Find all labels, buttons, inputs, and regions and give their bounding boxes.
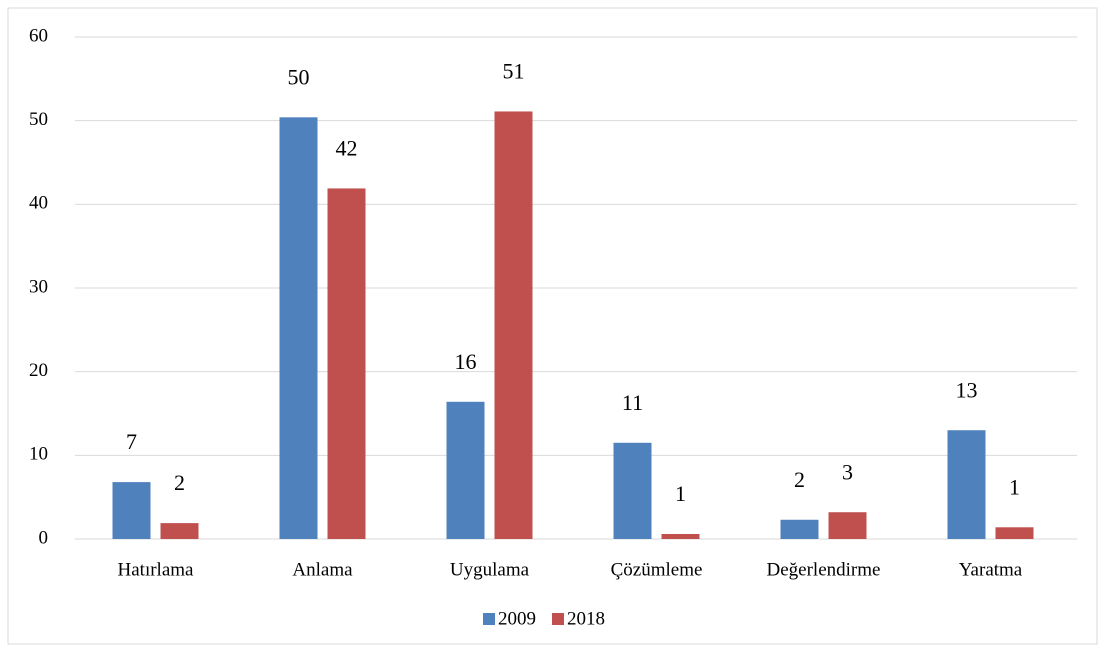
bar bbox=[613, 442, 652, 539]
bar bbox=[780, 519, 819, 539]
data-label: 1 bbox=[675, 481, 686, 506]
y-tick-label: 50 bbox=[29, 109, 48, 130]
x-tick-label: Anlama bbox=[292, 559, 353, 580]
bar bbox=[160, 523, 199, 539]
data-label: 2 bbox=[174, 470, 185, 495]
data-label: 13 bbox=[956, 377, 978, 402]
y-tick-label: 20 bbox=[29, 360, 48, 381]
legend-swatch bbox=[483, 613, 495, 625]
y-tick-label: 10 bbox=[29, 444, 48, 465]
legend-label: 2009 bbox=[498, 608, 536, 629]
data-label: 51 bbox=[503, 59, 525, 84]
y-tick-label: 40 bbox=[29, 193, 48, 214]
data-label: 2 bbox=[794, 467, 805, 492]
bar bbox=[327, 188, 366, 540]
bar bbox=[947, 430, 986, 539]
data-label: 1 bbox=[1009, 474, 1020, 499]
bar bbox=[995, 527, 1034, 539]
x-tick-label: Uygulama bbox=[450, 559, 530, 580]
chart-border bbox=[7, 7, 1098, 645]
bar bbox=[661, 533, 700, 539]
data-label: 3 bbox=[842, 459, 853, 484]
data-label: 11 bbox=[622, 390, 643, 415]
y-tick-label: 0 bbox=[39, 527, 49, 548]
y-tick-label: 60 bbox=[29, 25, 48, 46]
bar bbox=[279, 117, 318, 539]
y-tick-label: 30 bbox=[29, 276, 48, 297]
data-label: 42 bbox=[336, 135, 358, 160]
data-label: 50 bbox=[288, 64, 310, 89]
legend-swatch bbox=[552, 613, 564, 625]
bar bbox=[828, 512, 867, 539]
bar bbox=[112, 482, 151, 539]
x-tick-label: Yaratma bbox=[959, 559, 1023, 580]
x-tick-label: Çözümleme bbox=[611, 559, 703, 580]
bar bbox=[494, 111, 533, 540]
data-label: 7 bbox=[126, 429, 137, 454]
x-tick-label: Hatırlama bbox=[118, 559, 195, 580]
x-tick-label: Değerlendirme bbox=[767, 559, 881, 580]
bar bbox=[446, 401, 485, 539]
data-label: 16 bbox=[455, 349, 477, 374]
legend-label: 2018 bbox=[567, 608, 605, 629]
